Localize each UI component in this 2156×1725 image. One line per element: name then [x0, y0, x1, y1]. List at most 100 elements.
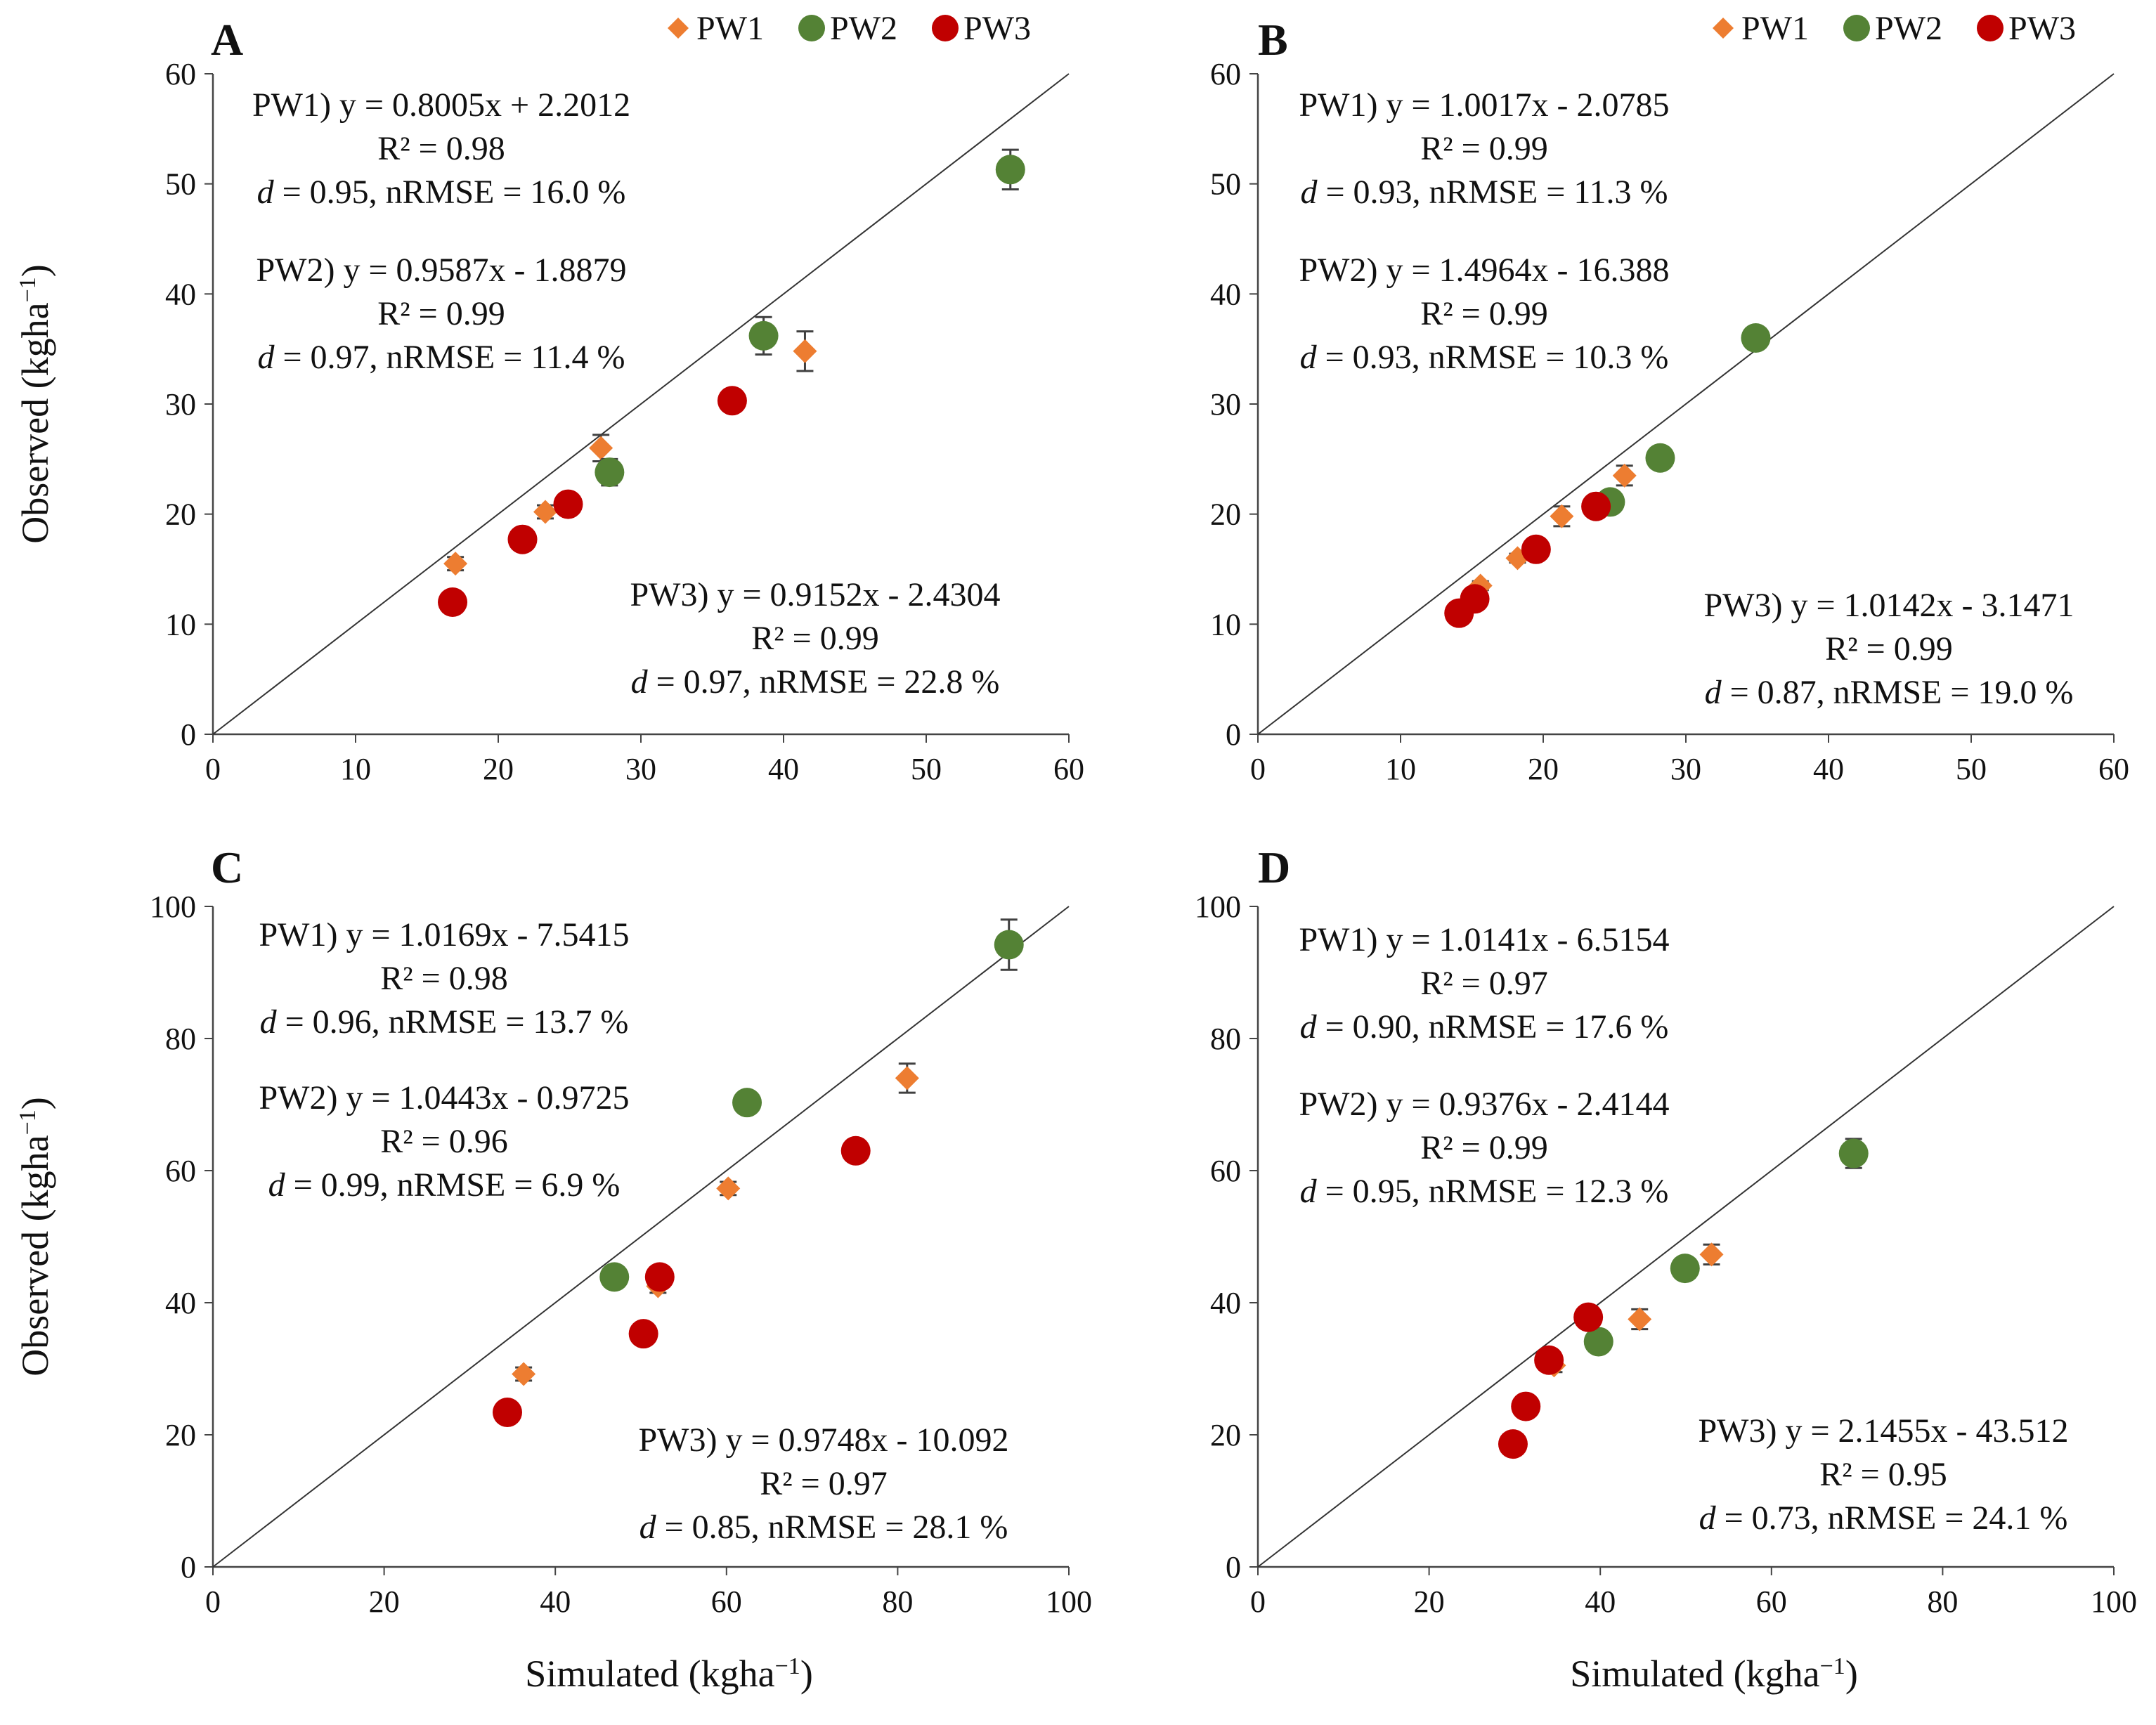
annotation-line: PW3) y = 0.9748x - 10.092 [638, 1421, 1008, 1459]
legend-marker-pw3 [932, 15, 959, 41]
series-pw2 [1583, 1138, 1869, 1357]
annotation-line: PW3) y = 2.1455x - 43.512 [1698, 1412, 2068, 1450]
x-axis-label: Simulated (kgha−1) [525, 1653, 813, 1695]
marker-pw3 [1581, 491, 1611, 521]
annotation-line: d = 0.73, nRMSE = 24.1 % [1699, 1499, 2068, 1537]
regression-annotation-pw2: PW2) y = 0.9587x - 1.8879 R² = 0.99 d = 0.… [256, 252, 626, 376]
panel-label: B [1258, 15, 1288, 65]
series-pw3 [492, 1135, 871, 1428]
y-tick-label: 40 [165, 277, 196, 311]
y-tick-label: 100 [1195, 890, 1241, 924]
x-axis-label: Simulated (kgha−1) [1570, 1653, 1858, 1695]
marker-pw1 [1612, 463, 1637, 488]
x-tick-label: 0 [1250, 1584, 1266, 1619]
series-pw3 [1444, 491, 1611, 628]
annotation-line: d = 0.95, nRMSE = 16.0 % [257, 174, 626, 211]
annotation-line: R² = 0.96 [380, 1123, 507, 1160]
annotation-line: d = 0.93, nRMSE = 11.3 % [1300, 174, 1668, 211]
marker-pw3 [840, 1135, 871, 1166]
marker-pw1 [1550, 504, 1574, 528]
annotation-line: R² = 0.99 [1420, 1129, 1547, 1166]
x-tick-label: 40 [1813, 752, 1844, 786]
legend-label: PW2 [830, 10, 897, 47]
marker-pw2 [748, 320, 779, 351]
marker-pw1 [533, 500, 557, 524]
y-tick-label: 60 [1210, 1154, 1241, 1188]
legend-marker-pw2 [1843, 15, 1870, 41]
marker-pw1 [589, 436, 613, 460]
y-tick-label: 80 [165, 1022, 196, 1056]
annotation-line: d = 0.87, nRMSE = 19.0 % [1705, 674, 2074, 711]
marker-pw3 [553, 489, 583, 519]
y-tick-label: 0 [181, 717, 196, 752]
panel-c: C 0 20 40 60 80 100 0 20 40 60 80 100 PW1) y = 1.0169… [14, 842, 1092, 1695]
y-tick-label: 50 [1210, 167, 1241, 202]
marker-pw2 [994, 930, 1024, 960]
regression-annotation-pw1: PW1) y = 1.0017x - 2.0785 R² = 0.99 d = 0.… [1299, 86, 1669, 211]
x-tick-label: 60 [1053, 752, 1084, 786]
y-tick-label: 100 [150, 890, 196, 924]
x-tick-label: 60 [2098, 752, 2129, 786]
legend-marker-pw3 [1977, 15, 2004, 41]
marker-pw2 [1583, 1327, 1613, 1357]
regression-annotation-pw3: PW3) y = 2.1455x - 43.512 R² = 0.95 d = 0.… [1698, 1412, 2068, 1537]
panel-label: A [211, 15, 243, 65]
one-to-one-line [1257, 73, 2115, 735]
annotation-line: PW2) y = 0.9376x - 2.4144 [1299, 1086, 1669, 1123]
annotation-line: R² = 0.99 [1420, 130, 1547, 167]
marker-pw1 [793, 339, 817, 363]
x-tick-label: 20 [369, 1584, 400, 1619]
marker-pw2 [732, 1088, 762, 1118]
x-tick-label: 10 [340, 752, 371, 786]
annotation-line: R² = 0.99 [1825, 630, 1952, 668]
series-pw3 [1498, 1302, 1604, 1459]
legend-label: PW1 [1741, 10, 1809, 47]
marker-pw1 [1699, 1242, 1724, 1267]
marker-pw3 [717, 386, 747, 416]
x-tick-label: 30 [1670, 752, 1701, 786]
y-tick-label: 30 [1210, 387, 1241, 422]
regression-annotation-pw2: PW2) y = 0.9376x - 2.4144 R² = 0.99 d = 0.… [1299, 1086, 1669, 1210]
x-tick-label: 40 [768, 752, 799, 786]
x-tick-label: 30 [625, 752, 656, 786]
legend-marker-pw2 [798, 15, 825, 41]
marker-pw3 [507, 524, 538, 554]
y-tick-label: 60 [165, 57, 196, 91]
series-pw1 [443, 330, 817, 576]
annotation-line: R² = 0.99 [751, 620, 878, 657]
y-tick-label: 50 [165, 167, 196, 202]
annotation-line: R² = 0.98 [380, 960, 507, 997]
annotation-line: PW1) y = 0.8005x + 2.2012 [252, 86, 630, 124]
marker-pw1 [895, 1066, 919, 1091]
x-tick-label: 50 [1956, 752, 1987, 786]
legend-label: PW3 [963, 10, 1031, 47]
x-tick-label: 0 [205, 752, 221, 786]
y-tick-label: 0 [1226, 717, 1241, 752]
marker-pw3 [1511, 1391, 1541, 1421]
x-tick-label: 40 [1585, 1584, 1616, 1619]
y-tick-label: 10 [1210, 607, 1241, 642]
marker-pw2 [1838, 1138, 1869, 1169]
x-tick-label: 60 [1756, 1584, 1787, 1619]
y-tick-label: 0 [181, 1550, 196, 1584]
annotation-line: R² = 0.98 [377, 130, 505, 167]
x-tick-label: 0 [205, 1584, 221, 1619]
marker-pw1 [716, 1176, 741, 1201]
marker-pw1 [1628, 1307, 1652, 1332]
annotation-line: R² = 0.99 [377, 295, 505, 332]
y-tick-label: 40 [1210, 277, 1241, 311]
marker-pw3 [1460, 584, 1490, 614]
annotation-line: d = 0.85, nRMSE = 28.1 % [639, 1509, 1008, 1546]
regression-annotation-pw3: PW3) y = 0.9152x - 2.4304 R² = 0.99 d = 0.… [630, 576, 1000, 701]
y-tick-label: 40 [165, 1286, 196, 1320]
y-tick-label: 0 [1226, 1550, 1241, 1584]
marker-pw2 [1741, 323, 1771, 353]
series-pw2 [595, 148, 1025, 488]
annotation-line: PW2) y = 1.0443x - 0.9725 [259, 1079, 629, 1117]
marker-pw3 [1521, 534, 1551, 564]
annotation-line: PW1) y = 1.0169x - 7.5415 [259, 916, 629, 953]
regression-annotation-pw3: PW3) y = 1.0142x - 3.1471 R² = 0.99 d = 0.… [1703, 587, 2074, 711]
x-tick-label: 10 [1385, 752, 1416, 786]
x-tick-label: 20 [1414, 1584, 1445, 1619]
marker-pw2 [599, 1262, 630, 1292]
